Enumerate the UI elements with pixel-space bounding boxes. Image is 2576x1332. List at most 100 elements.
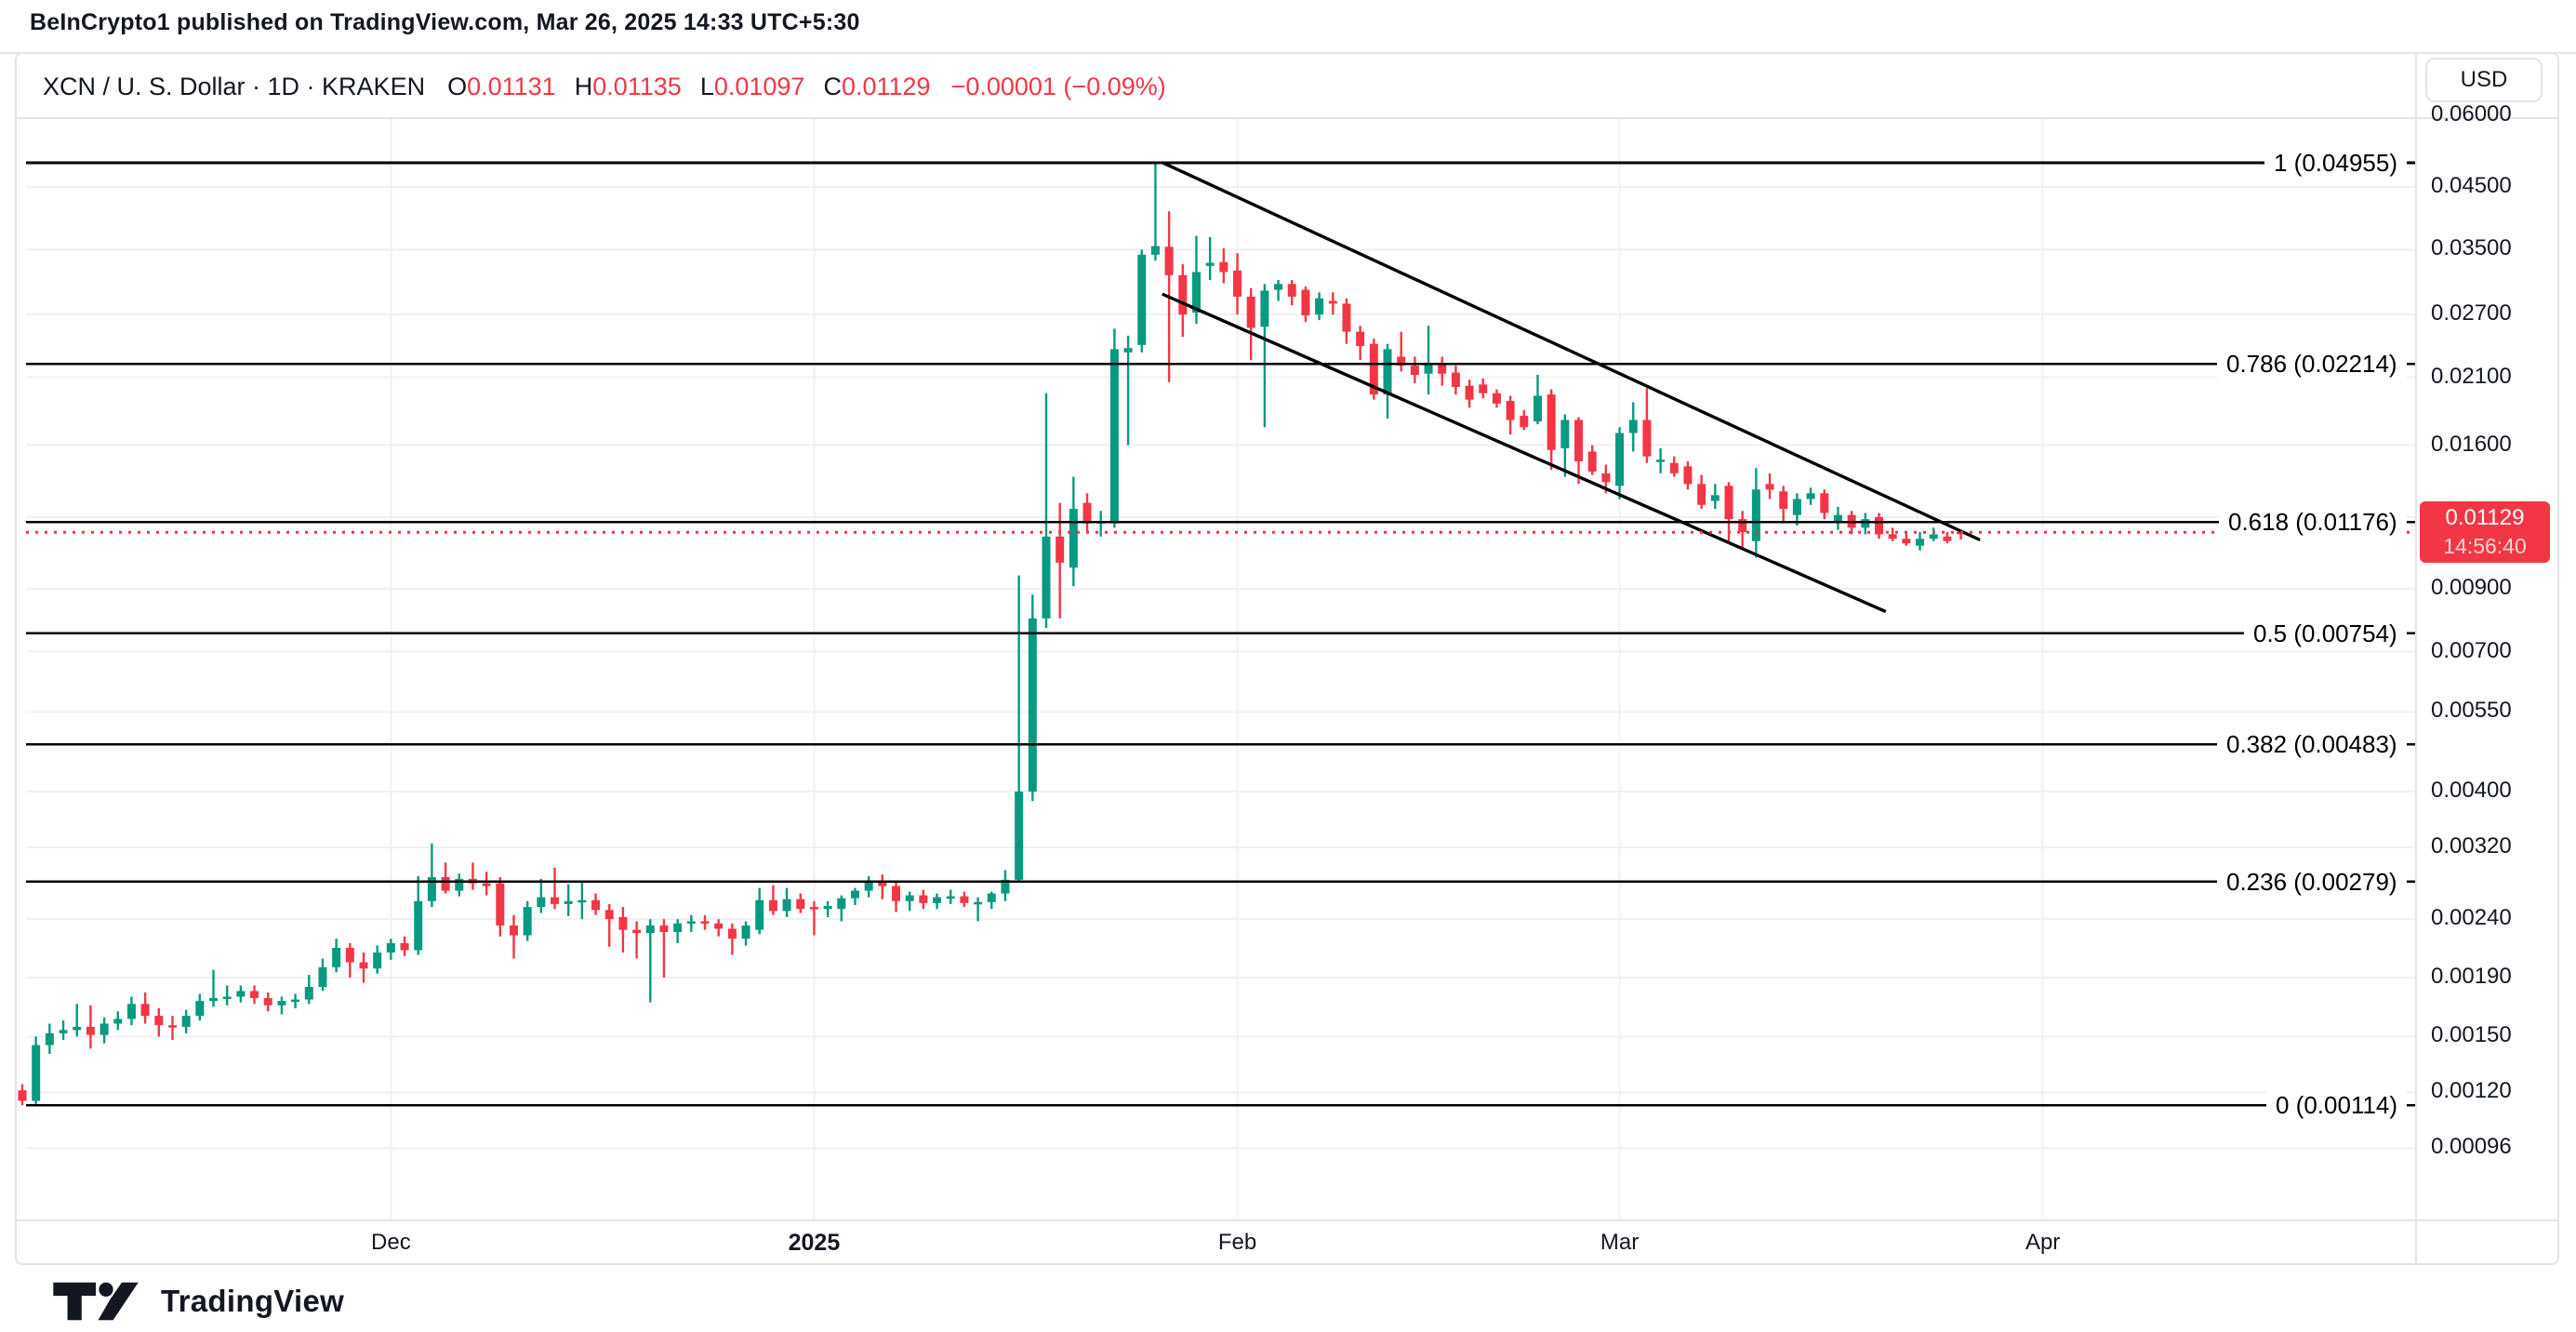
fib-level-label[interactable]: 0.382 (0.00483) (2217, 727, 2407, 762)
candle-body-down (167, 1025, 177, 1028)
ohlc-close: C0.01129 (823, 72, 931, 100)
candle-body-up (318, 966, 327, 988)
fib-level-label[interactable]: 1 (0.04955) (2264, 146, 2407, 180)
candle-body-up (291, 999, 300, 1003)
candle-body-up (1628, 420, 1638, 433)
candle-body-up (181, 1016, 191, 1027)
chart-legend: XCN / U. S. Dollar · 1D · KRAKEN O0.0113… (15, 54, 2559, 119)
candle-body-up (1806, 493, 1815, 500)
candle-body-up (823, 906, 832, 910)
candle-body-up (222, 996, 232, 999)
candle-body-down (1287, 284, 1296, 297)
fib-level-label[interactable]: 0.786 (0.02214) (2217, 347, 2407, 381)
candle-body-up (974, 901, 983, 905)
candle-body-down (263, 998, 272, 1006)
symbol-title: XCN / U. S. Dollar · 1D · KRAKEN (43, 72, 426, 100)
candle-body-up (1015, 791, 1024, 880)
candle-body-down (1369, 343, 1378, 395)
candle-body-up (1533, 395, 1542, 422)
candle-body-down (727, 928, 737, 939)
candle-body-up (1069, 509, 1078, 568)
candle-body-down (1164, 246, 1174, 275)
candle-body-up (1383, 349, 1392, 395)
candle-body-down (768, 899, 777, 912)
candle-body-down (1479, 384, 1488, 393)
fib-level-label[interactable]: 0.5 (0.00754) (2244, 616, 2407, 650)
candle-body-down (1902, 539, 1911, 544)
candle-body-down (1642, 420, 1652, 457)
candle-body-down (1520, 415, 1529, 428)
candle-body-down (878, 881, 887, 886)
candle-body-down (1492, 393, 1501, 404)
candle-body-up (686, 921, 696, 924)
fib-level-label[interactable]: 0.236 (0.00279) (2217, 864, 2407, 899)
footer-brand[interactable]: TradingView (51, 1278, 344, 1325)
candle-body-down (1410, 366, 1419, 376)
candle-body-down (1178, 274, 1188, 315)
candle-body-down (960, 896, 969, 903)
candle-body-down (1547, 394, 1556, 450)
price-tick-label: 0.02100 (2431, 363, 2512, 389)
candle-body-down (1082, 502, 1092, 524)
candle-body-down (714, 923, 724, 929)
time-tick-label-apr: Apr (2025, 1230, 2061, 1255)
candle-body-up (373, 952, 382, 969)
candle-body-up (1260, 290, 1269, 327)
candle-body-down (86, 1026, 95, 1035)
candle-body-down (632, 929, 642, 934)
candle-body-down (345, 947, 354, 963)
candle-body-down (604, 910, 614, 920)
price-tick-label: 0.00550 (2431, 698, 2512, 724)
candle-body-up (578, 899, 587, 903)
candle-body-up (837, 898, 846, 910)
candle-body-down (400, 943, 409, 951)
time-tick-label-feb: Feb (1217, 1230, 1257, 1255)
current-price-badge: 0.01129 14:56:40 (2420, 501, 2550, 564)
fib-level-label[interactable]: 0.618 (0.01176) (2219, 505, 2407, 539)
candle-body-up (1001, 879, 1010, 894)
fib-level-label[interactable]: 0 (0.00114) (2266, 1088, 2408, 1123)
candle-body-up (427, 876, 436, 901)
price-tick-label: 0.00120 (2431, 1078, 2512, 1104)
candle-body-up (1205, 262, 1215, 266)
candle-body-up (864, 881, 873, 891)
candle-body-up (1929, 534, 1938, 539)
candle-body-down (1356, 331, 1365, 346)
candle-body-down (809, 907, 818, 910)
candle-body-down (1888, 534, 1897, 539)
candle-body-down (1246, 296, 1255, 328)
candle-body-down (618, 916, 628, 930)
candle-body-down (1506, 401, 1515, 420)
price-tick-label: 0.04500 (2431, 172, 2512, 198)
price-tick-label: 0.02700 (2431, 300, 2512, 326)
candle-body-up (564, 900, 573, 904)
candle-body-down (1724, 486, 1733, 520)
time-tick-label-dec: Dec (371, 1230, 411, 1255)
price-tick-label: 0.00320 (2431, 832, 2512, 859)
price-tick-label: 0.00240 (2431, 905, 2512, 931)
currency-toggle-button[interactable]: USD (2425, 58, 2543, 102)
candle-body-up (73, 1026, 82, 1031)
candle-body-down (1328, 300, 1337, 304)
candle-body-down (154, 1016, 164, 1026)
candle-body-down (1683, 466, 1693, 485)
time-tick-label-mar: Mar (1600, 1230, 1640, 1255)
candle-body-up (414, 900, 423, 951)
price-tick-label: 0.00096 (2431, 1134, 2512, 1160)
candle-body-down (1765, 484, 1774, 490)
tradingview-logo-icon (53, 1282, 139, 1321)
candle-body-down (18, 1090, 27, 1101)
candle-body-up (741, 925, 750, 939)
candle-body-up (905, 895, 914, 901)
channel-lower-line (1162, 292, 1887, 614)
candle-body-down (250, 991, 259, 999)
candle-body-down (1438, 363, 1447, 374)
candle-body-down (659, 925, 669, 932)
candle-body-up (850, 890, 859, 899)
badge-price: 0.01129 (2445, 505, 2525, 531)
candle-body-up (1274, 284, 1283, 290)
price-tick-label: 0.01600 (2431, 431, 2512, 457)
price-tick-label: 0.00190 (2431, 963, 2512, 989)
